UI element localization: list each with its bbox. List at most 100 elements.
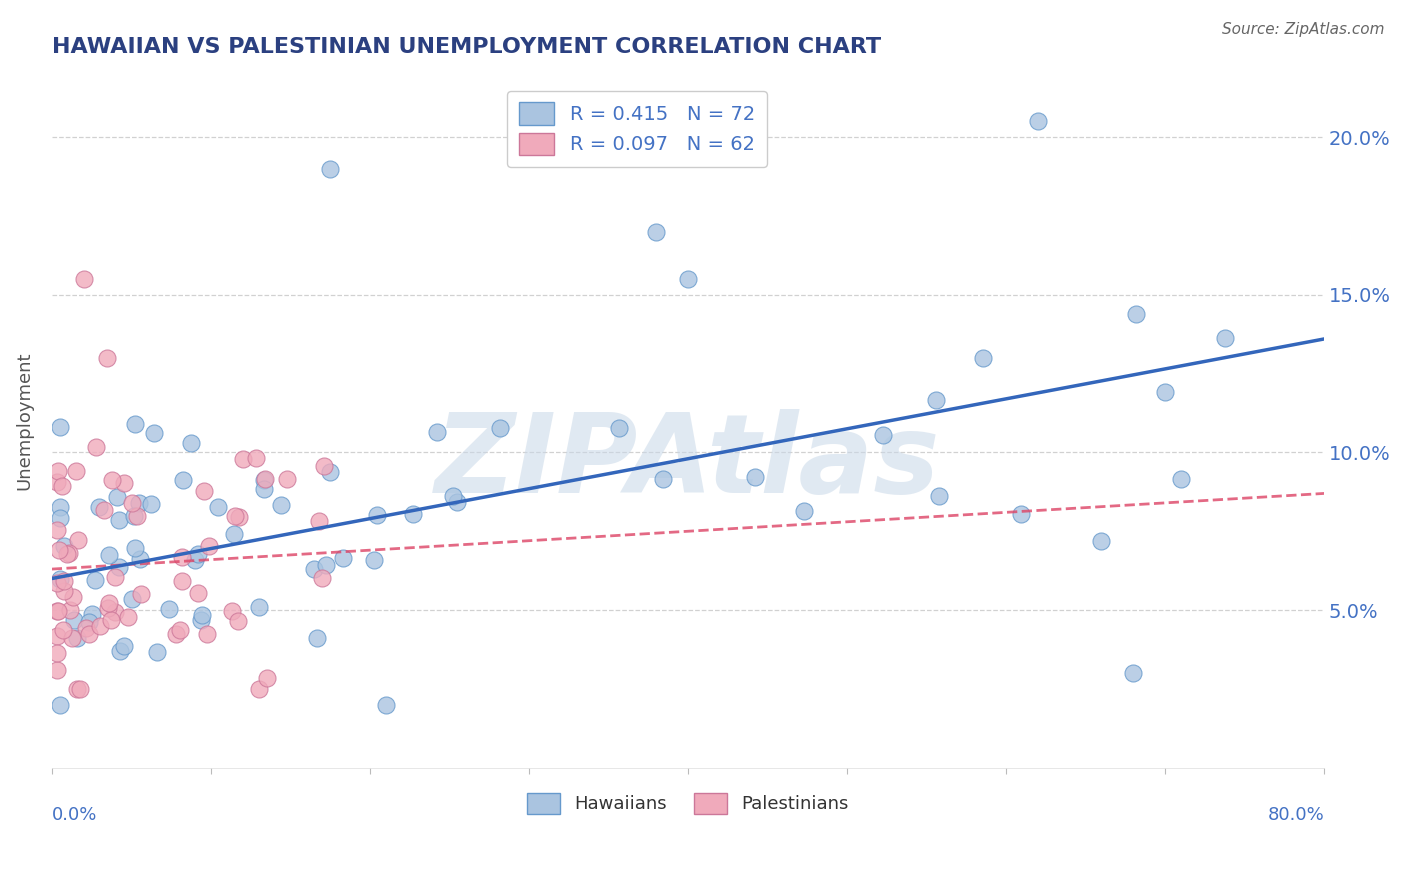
Point [169,623,191,637]
Point [221,604,243,618]
Point [311,571,333,585]
Point [253,482,276,496]
Point [45,663,67,677]
Point [652,472,675,486]
Point [315,558,337,572]
Point [108,513,131,527]
Point [80,607,103,622]
Point [52,539,75,553]
Point [75,621,97,635]
Point [374,698,396,712]
Point [121,591,143,606]
Point [69,681,91,696]
Point [172,473,194,487]
Point [101,473,124,487]
Point [1170,472,1192,486]
Point [93,503,115,517]
Point [45,475,67,489]
Point [58,545,80,559]
Point [245,451,267,466]
Point [332,551,354,566]
Point [63,613,86,627]
Point [187,586,209,600]
Point [51,478,73,492]
Point [307,631,329,645]
Point [232,451,254,466]
Point [187,547,209,561]
Point [253,473,276,487]
Point [122,508,145,523]
Point [48,419,70,434]
Point [446,495,468,509]
Point [198,539,221,553]
Point [1090,534,1112,549]
Point [46,464,69,478]
Point [744,470,766,484]
Point [124,541,146,555]
Point [89,619,111,633]
Point [127,509,149,524]
Point [66,631,89,645]
Point [84,441,107,455]
Point [66,681,89,696]
Legend: Hawaiians, Palestinians: Hawaiians, Palestinians [520,786,856,822]
Point [66,533,89,548]
Point [46,604,69,618]
Point [224,509,246,524]
Point [48,511,70,525]
Point [426,425,449,439]
Point [45,604,67,618]
Point [48,500,70,514]
Point [191,608,214,623]
Point [96,351,118,365]
Text: HAWAIIAN VS PALESTINIAN UNEMPLOYMENT CORRELATION CHART: HAWAIIAN VS PALESTINIAN UNEMPLOYMENT COR… [52,37,882,57]
Point [97,595,120,609]
Point [165,627,187,641]
Point [1125,307,1147,321]
Point [190,613,212,627]
Point [676,272,699,286]
Point [124,417,146,432]
Point [489,421,512,435]
Point [270,498,292,512]
Point [793,504,815,518]
Point [224,527,246,541]
Point [1010,508,1032,522]
Point [363,553,385,567]
Point [129,586,152,600]
Point [195,627,218,641]
Point [48,572,70,586]
Point [928,489,950,503]
Point [972,351,994,366]
Point [607,420,630,434]
Point [98,548,121,562]
Point [170,549,193,564]
Text: Source: ZipAtlas.com: Source: ZipAtlas.com [1222,22,1385,37]
Point [1026,114,1049,128]
Point [256,671,278,685]
Point [100,613,122,627]
Point [65,464,87,478]
Point [108,559,131,574]
Point [52,584,75,599]
Point [308,514,330,528]
Point [60,632,83,646]
Point [112,476,135,491]
Point [170,574,193,588]
Text: 80.0%: 80.0% [1267,805,1324,824]
Point [48,698,70,712]
Point [128,552,150,566]
Point [104,570,127,584]
Text: 0.0%: 0.0% [52,805,97,824]
Point [48,543,70,558]
Point [45,629,67,643]
Point [441,489,464,503]
Point [52,623,75,637]
Point [89,500,111,514]
Point [45,646,67,660]
Point [302,562,325,576]
Point [366,508,388,522]
Point [55,547,77,561]
Point [97,601,120,615]
Point [45,575,67,590]
